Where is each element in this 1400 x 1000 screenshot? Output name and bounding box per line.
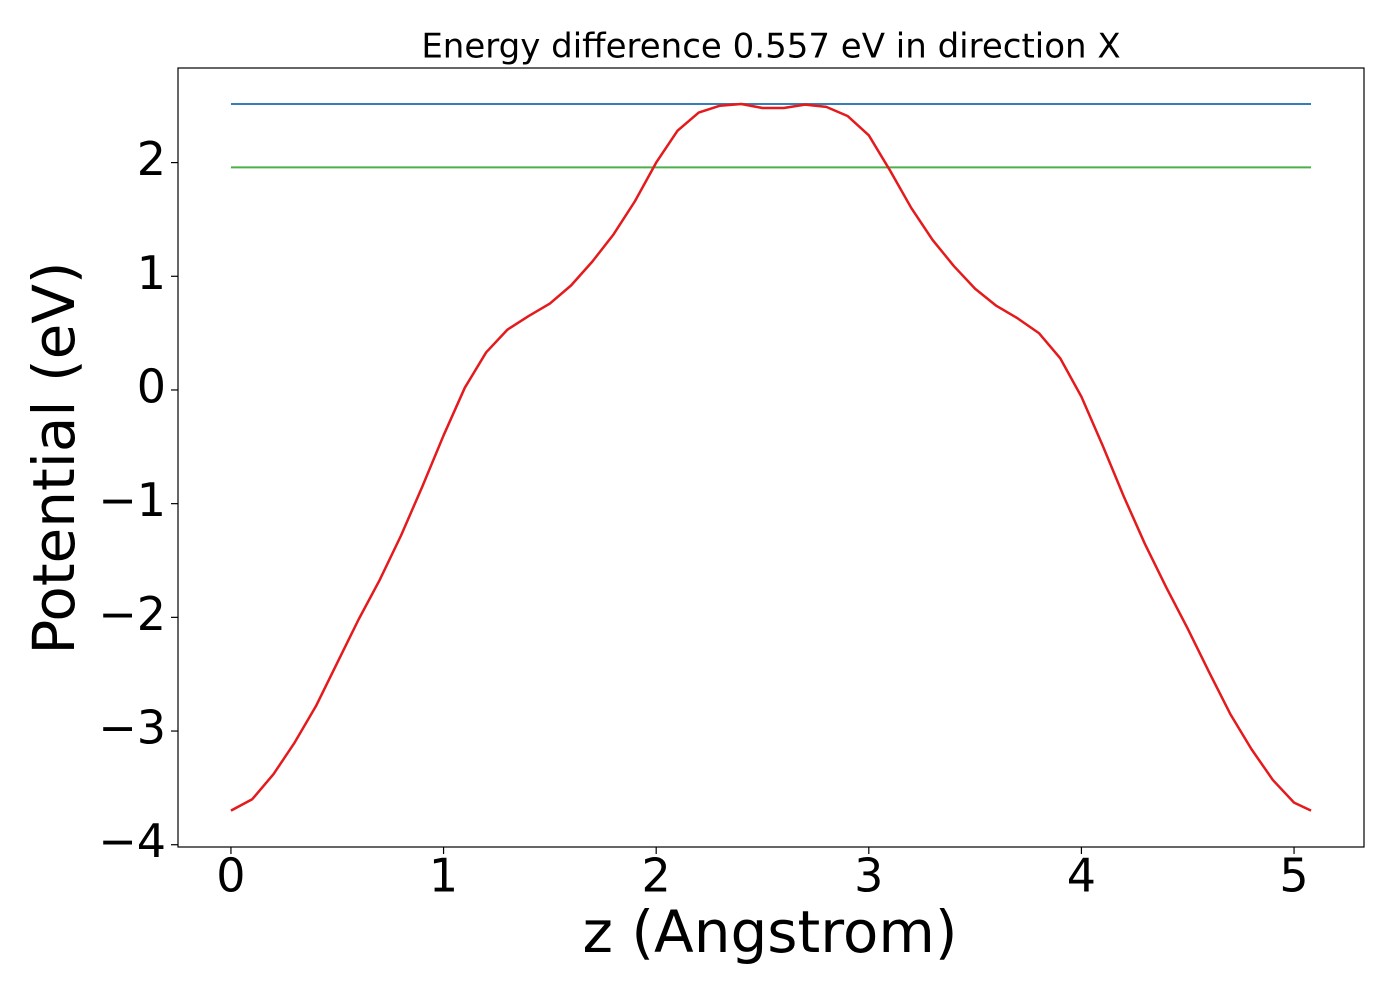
- x-tick-label: 0: [216, 849, 245, 903]
- y-tick-label: 2: [137, 132, 166, 186]
- y-tick-label: −4: [98, 814, 166, 868]
- x-tick-label: 3: [854, 849, 883, 903]
- data-line: [230, 102, 1312, 812]
- x-tick-label: 2: [642, 849, 671, 903]
- chart-title: Energy difference 0.557 eV in direction …: [421, 27, 1120, 67]
- y-axis-label: Potential (eV): [20, 261, 88, 654]
- y-tick-label: −2: [98, 587, 166, 641]
- x-tick-label: 1: [429, 849, 458, 903]
- x-tick-label: 5: [1279, 849, 1308, 903]
- x-axis-label: z (Angstrom): [583, 898, 958, 966]
- plot-frame: [177, 67, 1365, 848]
- y-tick-label: −3: [98, 701, 166, 755]
- y-tick-label: 0: [137, 359, 166, 413]
- y-tick-label: 1: [137, 246, 166, 300]
- y-tick-label: −1: [98, 473, 166, 527]
- x-tick-label: 4: [1067, 849, 1096, 903]
